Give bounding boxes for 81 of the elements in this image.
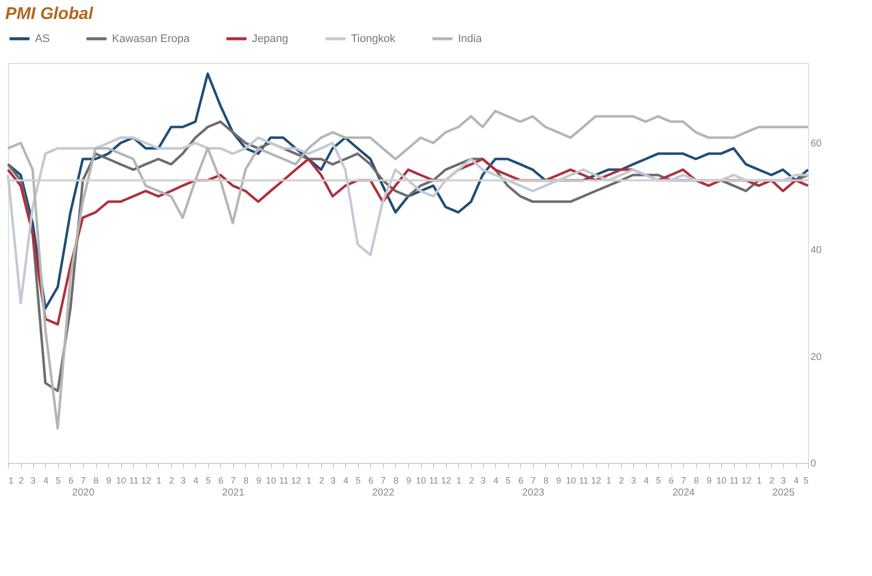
y-tick-label: 60 bbox=[810, 138, 822, 150]
x-tick-label: 5 bbox=[656, 476, 662, 486]
x-tick-label: 4 bbox=[193, 476, 198, 486]
x2-tick-label: 2022 bbox=[372, 488, 395, 498]
legend-label: Kawasan Eropa bbox=[112, 32, 191, 45]
x-tick-label: 7 bbox=[530, 476, 536, 486]
x-tick-label: 3 bbox=[180, 476, 186, 486]
chart-title: PMI Global bbox=[5, 4, 94, 23]
x-tick-label: 9 bbox=[256, 476, 262, 486]
x-tick-label: 10 bbox=[266, 476, 276, 486]
x2-tick-label: 2023 bbox=[522, 488, 545, 498]
x-tick-label: 2 bbox=[769, 476, 774, 486]
x-tick-label: 3 bbox=[30, 476, 36, 486]
x-tick-label: 3 bbox=[780, 476, 786, 486]
x-tick-label: 7 bbox=[681, 476, 686, 486]
x-tick-label: 11 bbox=[429, 476, 438, 486]
x-tick-label: 8 bbox=[243, 476, 248, 486]
x-tick-label: 9 bbox=[106, 476, 112, 486]
x-tick-label: 8 bbox=[543, 476, 548, 486]
x-tick-label: 10 bbox=[416, 476, 426, 486]
x-tick-label: 12 bbox=[591, 476, 602, 486]
x-tick-label: 2 bbox=[169, 476, 174, 486]
x-tick-label: 11 bbox=[579, 476, 588, 486]
x-tick-label: 12 bbox=[141, 476, 152, 486]
x-tick-label: 10 bbox=[116, 476, 126, 486]
x-tick-label: 1 bbox=[156, 476, 162, 486]
x-tick-label: 7 bbox=[80, 476, 86, 486]
legend-label: Tiongkok bbox=[351, 32, 396, 45]
x-tick-label: 11 bbox=[729, 476, 739, 486]
x-tick-label: 2 bbox=[619, 476, 624, 486]
x-tick-label: 5 bbox=[506, 476, 511, 486]
x-tick-label: 2 bbox=[18, 476, 24, 486]
x-tick-label: 6 bbox=[518, 476, 524, 486]
x-tick-label: 8 bbox=[393, 476, 398, 486]
x-tick-label: 7 bbox=[230, 476, 236, 486]
x-tick-label: 10 bbox=[716, 476, 726, 486]
x-tick-label: 11 bbox=[129, 476, 138, 486]
x-tick-label: 5 bbox=[803, 476, 808, 486]
x-tick-label: 5 bbox=[56, 476, 61, 486]
x2-tick-label: 2024 bbox=[672, 488, 696, 498]
legend-label: AS bbox=[35, 32, 50, 45]
x-tick-label: 7 bbox=[380, 476, 386, 486]
x-tick-label: 5 bbox=[356, 476, 361, 486]
x-tick-label: 9 bbox=[556, 476, 562, 486]
x-tick-label: 4 bbox=[343, 476, 348, 486]
x-tick-label: 1 bbox=[756, 476, 762, 486]
x-tick-label: 6 bbox=[218, 476, 224, 486]
x-tick-label: 4 bbox=[43, 476, 48, 486]
y-tick-label: 40 bbox=[810, 245, 822, 256]
y-tick-label: 0 bbox=[810, 458, 816, 470]
x-tick-label: 4 bbox=[493, 476, 498, 486]
x-tick-label: 3 bbox=[330, 476, 336, 486]
x-tick-label: 2 bbox=[469, 476, 474, 486]
x-tick-label: 10 bbox=[566, 476, 576, 486]
x2-tick-label: 2020 bbox=[72, 488, 95, 498]
x-tick-label: 5 bbox=[206, 476, 211, 486]
x-tick-label: 1 bbox=[306, 476, 312, 486]
legend-label: India bbox=[458, 32, 483, 45]
x-tick-label: 1 bbox=[606, 476, 612, 486]
x-tick-label: 8 bbox=[94, 476, 99, 486]
x-tick-label: 9 bbox=[706, 476, 712, 486]
y-tick-label: 20 bbox=[810, 352, 822, 363]
x-tick-label: 6 bbox=[368, 476, 374, 486]
x2-tick-label: 2025 bbox=[772, 488, 795, 498]
x-tick-label: 9 bbox=[406, 476, 412, 486]
x-tick-label: 11 bbox=[279, 476, 288, 486]
x-tick-label: 1 bbox=[456, 476, 462, 486]
legend-label: Jepang bbox=[252, 32, 288, 45]
x-tick-label: 4 bbox=[644, 476, 649, 486]
x-tick-label: 12 bbox=[291, 476, 302, 486]
x-tick-label: 3 bbox=[630, 476, 636, 486]
x-tick-label: 12 bbox=[441, 476, 452, 486]
x-tick-label: 3 bbox=[480, 476, 486, 486]
x-tick-label: 1 bbox=[8, 476, 14, 486]
x-tick-label: 2 bbox=[319, 476, 324, 486]
x-tick-label: 4 bbox=[794, 476, 799, 486]
x2-tick-label: 2021 bbox=[222, 488, 245, 498]
x-tick-label: 8 bbox=[694, 476, 699, 486]
x-tick-label: 6 bbox=[668, 476, 674, 486]
x-tick-label: 12 bbox=[741, 476, 752, 486]
x-tick-label: 6 bbox=[68, 476, 74, 486]
